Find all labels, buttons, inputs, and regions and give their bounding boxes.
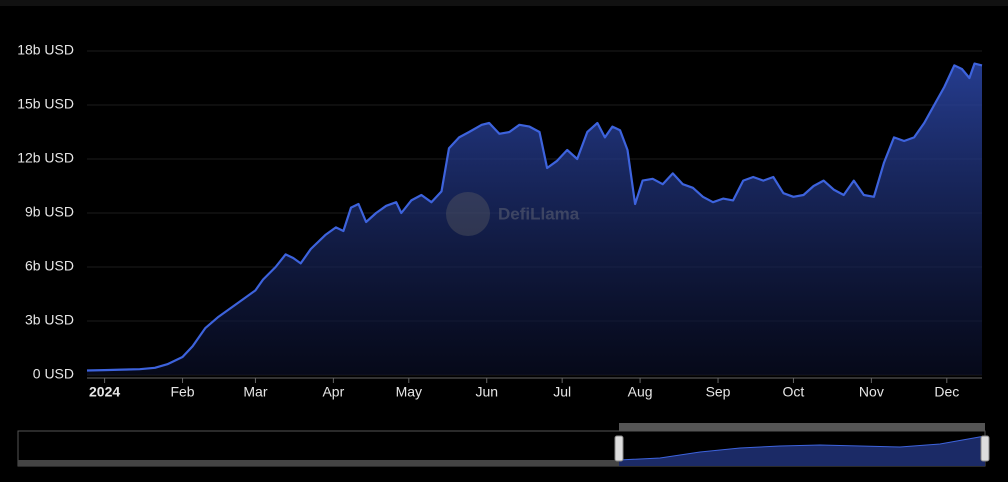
navigator-left-handle[interactable] <box>614 435 624 462</box>
y-tick-label: 0 USD <box>33 366 74 382</box>
plot <box>86 62 983 375</box>
navigator[interactable] <box>17 423 990 467</box>
x-tick-label: Sep <box>706 384 731 400</box>
y-tick-label: 6b USD <box>25 258 74 274</box>
line <box>86 62 983 372</box>
x-tick-label: 2024 <box>89 384 120 400</box>
x-tick-label: Dec <box>934 384 959 400</box>
area <box>87 63 982 375</box>
y-tick-label: 12b USD <box>17 150 74 166</box>
watermark-logo <box>446 192 490 236</box>
watermark: DefiLlama <box>446 192 580 236</box>
x-tick-label: Jun <box>475 384 498 400</box>
watermark-text: DefiLlama <box>498 204 580 223</box>
y-tick-label: 3b USD <box>25 312 74 328</box>
x-tick-label: Mar <box>243 384 267 400</box>
navigator-track <box>18 460 619 466</box>
x-tick-label: May <box>396 384 422 400</box>
axes: 0 USD 3b USD 6b USD 9b USD 12b USD 15b USD 18b… <box>17 42 982 400</box>
y-tick-label: 15b USD <box>17 96 74 112</box>
x-tick-label: Apr <box>322 384 344 400</box>
x-tick-label: Feb <box>170 384 194 400</box>
x-tick-label: Oct <box>783 384 805 400</box>
navigator-line <box>618 435 986 461</box>
y-tick-label: 9b USD <box>25 204 74 220</box>
y-tick-label: 18b USD <box>17 42 74 58</box>
navigator-right-handle[interactable] <box>980 435 990 462</box>
x-tick-label: Nov <box>859 384 884 400</box>
x-tick-label: Jul <box>553 384 571 400</box>
top-bar <box>0 0 1008 6</box>
navigator-handle-bar[interactable] <box>619 423 985 431</box>
x-tick-label: Aug <box>628 384 653 400</box>
navigator-preview <box>619 436 985 466</box>
